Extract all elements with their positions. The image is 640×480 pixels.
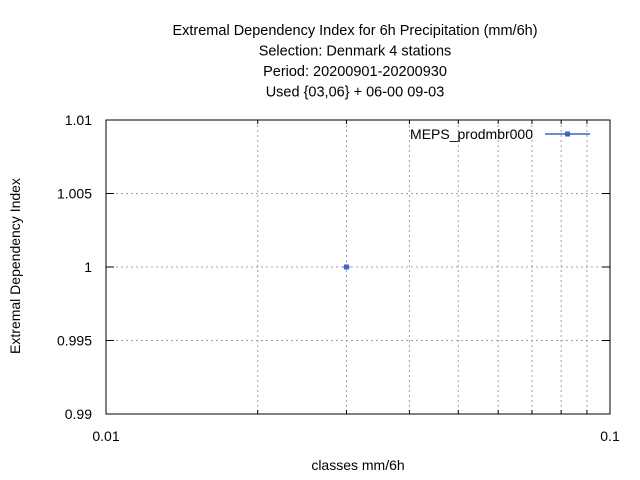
title-line: Selection: Denmark 4 stations: [259, 44, 452, 60]
y-tick-label: 0.995: [57, 333, 92, 349]
chart-title: Extremal Dependency Index for 6h Precipi…: [172, 23, 537, 101]
legend: MEPS_prodmbr000: [410, 126, 590, 142]
title-line: Period: 20200901-20200930: [263, 64, 447, 80]
axis-ticks: [105, 119, 611, 415]
title-line: Used {03,06} + 06-00 09-03: [266, 85, 445, 101]
x-tick-label: 0.1: [600, 428, 620, 444]
y-tick-label: 1.01: [65, 112, 92, 128]
x-tick-label: 0.01: [92, 428, 119, 444]
y-tick-label: 1: [84, 259, 92, 275]
y-axis-label: Extremal Dependency Index: [7, 178, 23, 354]
y-tick-label: 1.005: [57, 186, 92, 202]
legend-label: MEPS_prodmbr000: [410, 126, 533, 142]
x-axis-label: classes mm/6h: [311, 457, 404, 473]
tick-labels: 1.01 1.005 1 0.995 0.990.01 0.1: [57, 112, 620, 444]
grid-lines: [106, 120, 610, 414]
y-tick-label: 0.99: [65, 406, 92, 422]
legend-marker: [565, 131, 570, 137]
title-line: Extremal Dependency Index for 6h Precipi…: [172, 23, 537, 39]
series-points: [342, 264, 351, 270]
